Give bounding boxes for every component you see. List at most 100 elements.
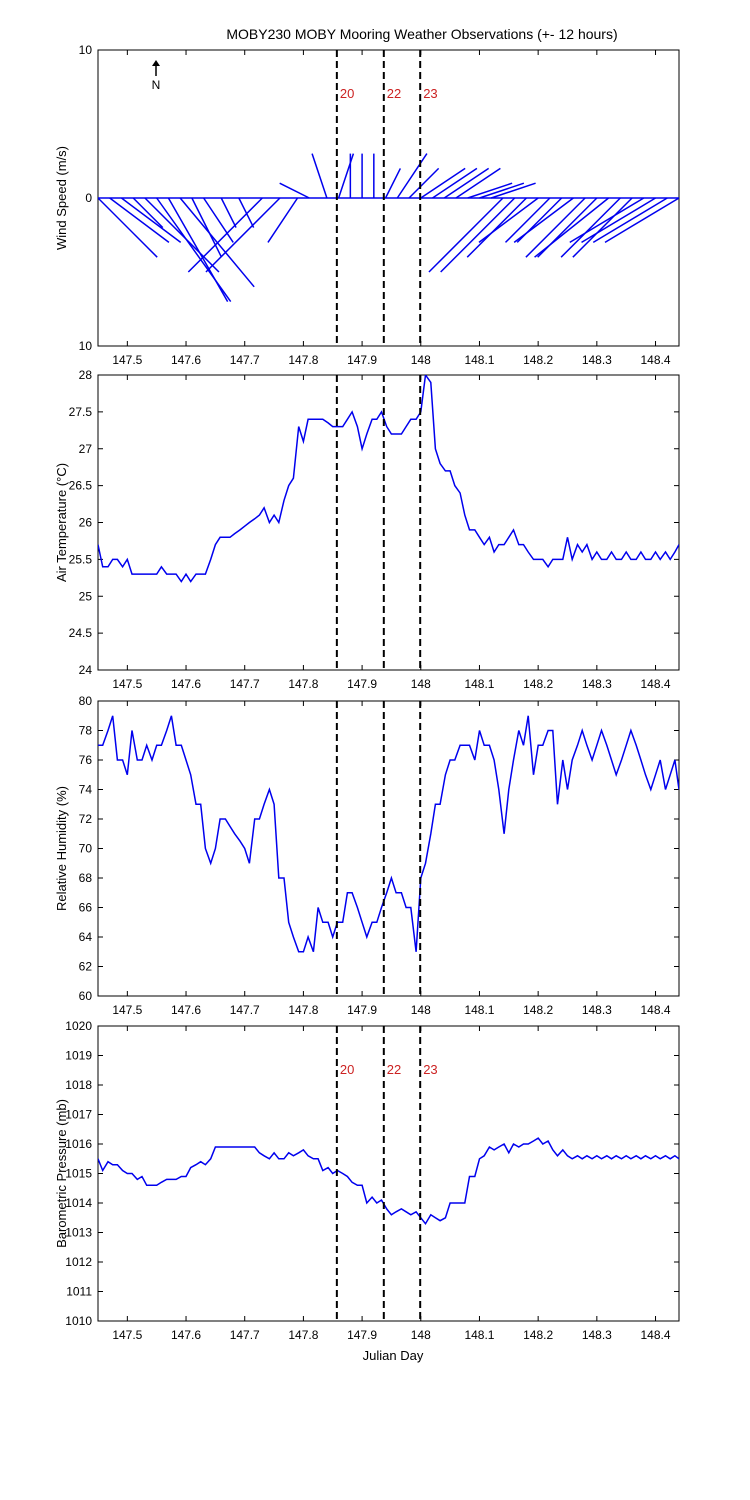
wind-vector [396,153,428,199]
x-tick-label: 147.5 [112,353,142,367]
x-tick-label: 147.8 [288,677,318,691]
wind-vector [504,197,551,243]
x-tick-label: 147.7 [230,1003,260,1017]
x-tick-label: 148.2 [523,1003,553,1017]
wind-vector [98,197,158,258]
x-axis-label: Julian Day [363,1348,424,1363]
wind-vector [478,197,539,243]
y-tick-label: 0 [85,191,92,205]
marker-label: 23 [423,1062,437,1077]
data-line [98,1137,679,1226]
x-tick-label: 147.5 [112,1328,142,1342]
wind-vector [604,197,679,244]
wind-vector [205,197,281,273]
y-tick-label: 26.5 [69,479,93,493]
x-tick-label: 148.2 [523,677,553,691]
x-tick-label: 148 [411,677,431,691]
y-tick-label: 25 [79,589,93,603]
y-tick-label: 72 [79,812,93,826]
wind-vector [191,197,223,258]
marker-label: 22 [387,1062,401,1077]
plot-area [98,153,679,303]
data-line [98,375,679,583]
x-tick-label: 148.4 [641,1328,671,1342]
x-tick-label: 147.7 [230,677,260,691]
marker-label: 22 [387,86,401,101]
y-tick-label: 1019 [65,1049,92,1063]
marker-label: 20 [340,86,354,101]
y-tick-label: 74 [79,783,93,797]
x-tick-label: 147.6 [171,1003,201,1017]
plot-area [98,715,679,953]
axes-box [97,700,680,997]
y-tick-label: 24 [79,663,93,677]
wind-vector [428,197,504,273]
y-tick-label: 1016 [65,1137,92,1151]
wind-vector [443,167,490,199]
chart-title: MOBY230 MOBY Mooring Weather Observation… [226,26,617,42]
y-tick-label: 76 [79,753,93,767]
y-tick-label: 1017 [65,1108,92,1122]
wind-vector [121,197,182,243]
y-axis-label: Air Temperature (°C) [54,463,69,582]
y-tick-label: 62 [79,960,93,974]
wind-vector [572,197,633,258]
wind-vector [220,197,237,228]
y-tick-label: 1011 [66,1285,92,1299]
y-tick-label: 1010 [65,1314,92,1328]
x-tick-label: 148 [411,353,431,367]
y-tick-label: 10 [79,339,93,353]
x-tick-label: 148.1 [464,1003,494,1017]
y-tick-label: 1020 [65,1019,92,1033]
y-tick-label: 24.5 [69,626,93,640]
wind-vector [187,197,263,273]
y-tick-label: 68 [79,871,93,885]
data-line [98,715,679,953]
x-tick-label: 147.8 [288,1003,318,1017]
wind-vector [311,153,328,199]
x-tick-label: 148.3 [582,677,612,691]
marker-label: 20 [340,1062,354,1077]
wind-vector [440,197,516,273]
wind-vector [466,197,527,258]
y-tick-label: 10 [79,43,93,57]
marker-label: 23 [423,86,437,101]
y-tick-label: 25.5 [69,552,93,566]
x-tick-label: 147.9 [347,1328,377,1342]
panel-1: 10 0 10 147.5 147.6 147.7 147.8 147.9 148 148.1 14… [54,43,680,367]
y-tick-label: 26 [79,516,93,530]
y-axis-label: Relative Humidity (%) [54,786,69,911]
x-tick-label: 148.4 [641,353,671,367]
x-tick-label: 147.6 [171,353,201,367]
y-tick-label: 60 [79,989,93,1003]
panel-3: 60 62 64 66 68 70 72 74 76 78 80 147.5 147.6 147.7 147… [54,694,680,1017]
y-tick-label: 1015 [65,1167,92,1181]
wind-vector [560,197,621,258]
wind-vector [167,197,229,302]
y-tick-label: 1013 [65,1226,92,1240]
x-tick-label: 147.7 [230,1328,260,1342]
x-tick-label: 147.9 [347,677,377,691]
x-tick-label: 148.1 [464,1328,494,1342]
plot-area [98,1137,679,1226]
plot-area [98,375,679,583]
north-arrowhead-icon [152,60,160,66]
x-tick-label: 148.4 [641,677,671,691]
wind-vector [479,182,525,199]
x-tick-label: 148.1 [464,677,494,691]
wind-vector [455,167,501,199]
y-tick-label: 27 [79,442,93,456]
wind-vector [267,197,299,243]
north-label: N [152,78,161,92]
wind-vector [534,197,610,258]
y-tick-label: 1012 [65,1255,92,1269]
wind-vector [144,197,220,273]
wind-vector [592,197,668,244]
y-axis-label: Wind Speed (m/s) [54,146,69,250]
wind-vector [238,197,255,228]
y-tick-label: 80 [79,694,93,708]
wind-vector [569,197,645,244]
y-tick-label: 27.5 [69,405,93,419]
wind-vector [279,182,310,199]
